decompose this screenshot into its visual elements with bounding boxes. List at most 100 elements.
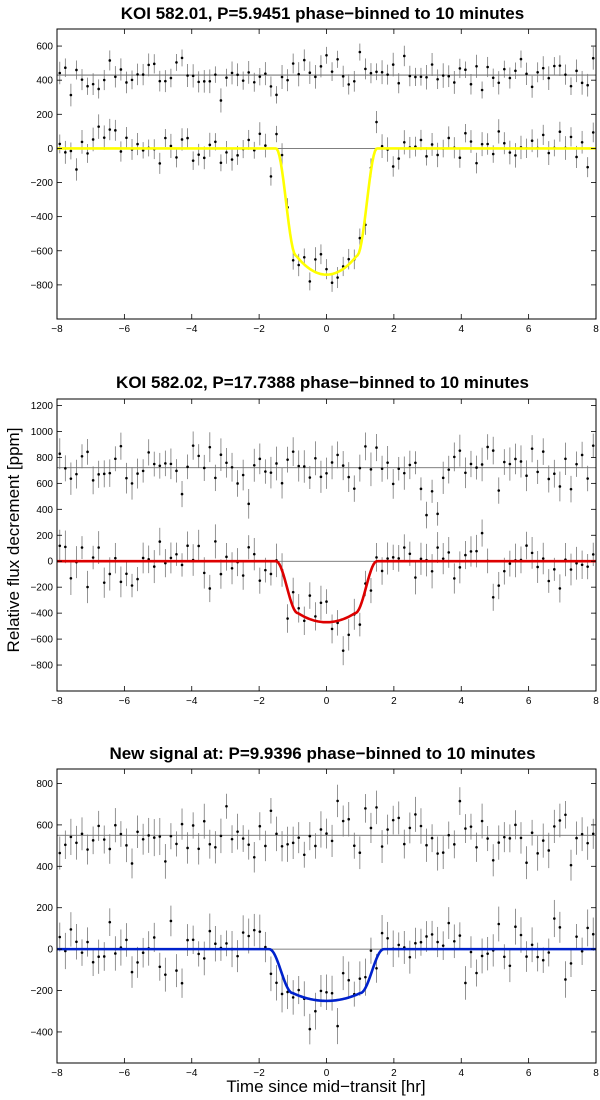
data-point	[419, 940, 423, 944]
residual-point	[347, 817, 351, 821]
data-point	[591, 553, 595, 556]
residual-point	[553, 64, 556, 68]
data-point	[80, 951, 84, 954]
residual-point	[291, 450, 295, 453]
residual-point	[80, 832, 84, 836]
data-point	[297, 988, 301, 992]
data-point	[97, 125, 100, 128]
data-point	[397, 943, 401, 947]
data-point	[436, 940, 439, 944]
data-point	[325, 990, 328, 994]
data-point	[358, 623, 362, 626]
data-point	[180, 563, 184, 567]
residual-point	[152, 62, 156, 66]
residual-point	[453, 455, 456, 459]
residual-point	[214, 476, 217, 480]
residual-point	[158, 79, 162, 83]
residual-point	[519, 460, 523, 463]
residual-point	[275, 832, 278, 836]
y-tick-label: −200	[30, 986, 53, 997]
chart-title: KOI 582.02, P=17.7388 phase−binned to 10…	[116, 373, 529, 392]
data-point	[158, 540, 162, 543]
residual-point	[291, 841, 295, 845]
residual-point	[186, 465, 189, 469]
residual-point	[364, 67, 367, 71]
x-axis-label: Time since mid−transit [hr]	[226, 1077, 425, 1096]
x-tick-label: −8	[51, 1068, 63, 1079]
residual-point	[375, 446, 378, 449]
residual-point	[286, 842, 289, 846]
data-point	[258, 930, 262, 933]
residual-point	[425, 843, 428, 847]
data-point	[453, 939, 456, 943]
residual-point	[525, 861, 528, 864]
residual-point	[447, 74, 451, 78]
data-point	[136, 961, 139, 964]
data-point	[102, 955, 106, 958]
data-point	[503, 569, 506, 573]
data-point	[447, 551, 451, 554]
residual-point	[219, 453, 223, 457]
residual-point	[219, 99, 223, 102]
data-point	[575, 935, 578, 938]
data-point	[269, 972, 273, 976]
data-point	[314, 615, 317, 618]
x-tick-label: −6	[119, 1068, 131, 1079]
residual-point	[286, 78, 289, 82]
residual-point	[269, 471, 273, 474]
data-point	[547, 579, 551, 583]
data-point	[219, 161, 223, 165]
data-point	[75, 168, 78, 171]
residual-point	[314, 456, 317, 460]
data-point	[275, 132, 278, 136]
residual-point	[114, 823, 117, 827]
residual-point	[325, 54, 328, 57]
data-point	[230, 158, 234, 161]
data-point	[503, 955, 506, 959]
residual-point	[558, 485, 562, 488]
data-point	[186, 136, 189, 140]
residual-point	[130, 78, 134, 82]
x-tick-label: −4	[186, 324, 198, 335]
data-point	[480, 954, 484, 958]
data-point	[169, 144, 173, 148]
data-point	[125, 572, 128, 576]
residual-point	[64, 843, 67, 847]
data-point	[453, 577, 456, 580]
residual-point	[297, 464, 301, 468]
data-point	[302, 619, 306, 623]
residual-point	[564, 457, 567, 461]
data-point	[314, 1009, 317, 1013]
data-point	[136, 577, 139, 581]
residual-point	[247, 502, 251, 506]
residual-point	[264, 72, 267, 75]
chart-title: KOI 582.01, P=5.9451 phase−binned to 10 …	[121, 4, 524, 23]
data-point	[158, 965, 162, 969]
residual-point	[114, 457, 117, 461]
residual-point	[575, 462, 578, 466]
data-point	[397, 557, 401, 560]
y-tick-label: 400	[36, 76, 53, 87]
data-point	[402, 546, 406, 549]
data-point	[586, 926, 589, 930]
data-point	[58, 544, 62, 548]
transit-model-curve	[57, 947, 596, 1003]
data-point	[169, 556, 173, 560]
residual-point	[325, 832, 328, 835]
residual-point	[458, 67, 462, 70]
data-point	[553, 917, 556, 920]
data-point	[86, 152, 89, 155]
x-tick-label: −6	[119, 324, 131, 335]
data-point	[375, 556, 378, 559]
residual-point	[391, 818, 395, 822]
residual-point	[208, 445, 212, 449]
data-point	[275, 981, 278, 985]
residual-point	[225, 804, 228, 808]
data-point	[586, 565, 589, 568]
residual-point	[108, 847, 112, 851]
residual-point	[347, 83, 351, 86]
data-point	[397, 157, 401, 160]
data-point	[230, 566, 234, 570]
residual-point	[530, 85, 534, 89]
data-point	[464, 981, 467, 985]
